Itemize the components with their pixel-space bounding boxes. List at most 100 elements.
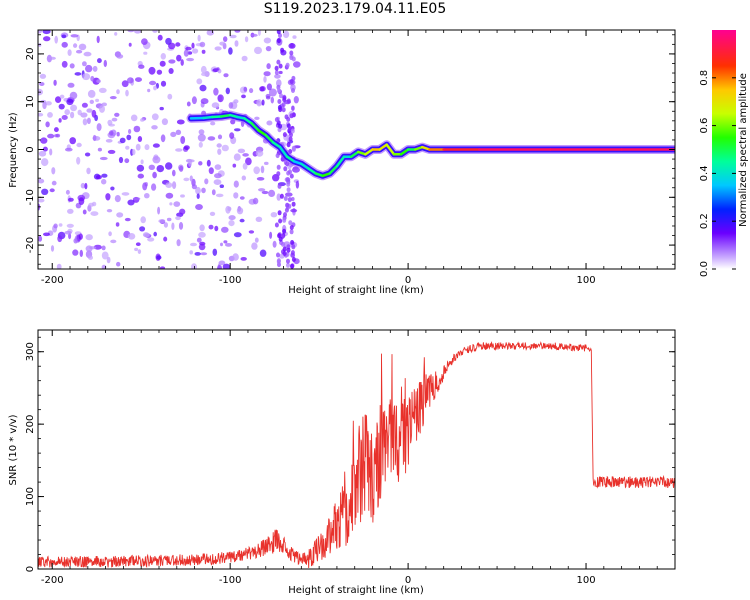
noise-blob	[38, 150, 47, 157]
noise-blob	[147, 88, 151, 93]
noise-column-blob	[291, 146, 296, 152]
noise-blob	[101, 264, 107, 269]
noise-blob	[99, 156, 108, 161]
noise-blob	[69, 137, 76, 145]
noise-column-blob	[288, 220, 293, 226]
noise-blob	[285, 192, 293, 197]
noise-blob	[158, 219, 166, 224]
figure-title: S119.2023.179.04.11.E05	[263, 1, 447, 17]
noise-blob	[185, 46, 192, 51]
noise-blob	[241, 94, 246, 99]
noise-blob	[261, 99, 265, 106]
noise-blob	[127, 199, 135, 206]
noise-blob	[82, 209, 87, 215]
noise-blob	[98, 87, 107, 93]
noise-blob	[114, 112, 120, 117]
colorbar-ticks: 0.0 0.2 0.4 0.6 0.8	[699, 70, 736, 277]
noise-column-blob	[276, 259, 281, 265]
noise-column-blob	[278, 107, 283, 113]
noise-blob	[56, 263, 62, 269]
noise-blob	[199, 224, 205, 232]
noise-column-blob	[279, 93, 283, 99]
noise-blob	[38, 30, 43, 34]
noise-blob	[269, 231, 273, 239]
noise-blob	[179, 208, 186, 215]
noise-blob	[194, 252, 201, 256]
noise-blob	[78, 43, 87, 51]
noise-blob	[64, 230, 72, 235]
noise-column-blob	[278, 33, 282, 38]
noise-blob	[45, 101, 52, 106]
noise-column-blob	[282, 217, 287, 223]
trace-segment	[211, 115, 223, 119]
snr-y-tick-label: 200	[25, 415, 36, 434]
noise-column-blob	[289, 229, 294, 235]
noise-blob	[73, 238, 78, 244]
snr-y-tick-label: 100	[25, 487, 36, 506]
noise-blob	[107, 119, 113, 126]
noise-blob	[169, 202, 173, 206]
noise-column-blob	[286, 187, 291, 193]
noise-blob	[223, 73, 229, 78]
noise-blob	[136, 164, 145, 172]
noise-blob	[97, 58, 102, 64]
noise-blob	[116, 131, 120, 137]
noise-blob	[69, 63, 75, 69]
noise-column-blob	[278, 123, 283, 129]
noise-blob	[135, 242, 141, 246]
noise-blob	[134, 247, 139, 252]
noise-blob	[142, 232, 150, 238]
noise-blob	[223, 240, 228, 244]
noise-blob	[168, 42, 176, 50]
noise-blob	[49, 56, 56, 60]
noise-blob	[217, 94, 224, 103]
noise-blob	[152, 30, 158, 33]
noise-blob	[140, 118, 145, 122]
noise-column-blob	[276, 88, 281, 94]
noise-blob	[114, 32, 118, 36]
noise-column-blob	[275, 153, 280, 159]
noise-blob	[70, 104, 78, 112]
noise-blob	[46, 54, 53, 63]
trace-segment	[243, 117, 253, 125]
noise-blob	[92, 65, 98, 72]
noise-blob	[78, 197, 85, 206]
noise-blob	[201, 72, 208, 77]
noise-blob	[223, 36, 228, 42]
snr-x-tick-label: 100	[576, 575, 595, 586]
noise-blob	[239, 196, 245, 200]
noise-blob	[80, 112, 88, 118]
noise-blob	[233, 153, 241, 161]
trace-segment	[421, 145, 431, 151]
noise-blob	[268, 88, 277, 97]
noise-blob	[180, 136, 186, 144]
noise-blob	[236, 207, 244, 215]
noise-blob	[191, 263, 197, 269]
noise-blob	[175, 129, 182, 135]
noise-column-blob	[288, 136, 293, 142]
noise-blob	[259, 249, 267, 257]
noise-blob	[47, 112, 53, 118]
noise-blob	[38, 112, 44, 117]
noise-blob	[39, 73, 47, 79]
snr-plot-area	[38, 341, 675, 569]
noise-blob	[67, 208, 74, 214]
noise-column-blob	[291, 88, 295, 93]
noise-blob	[212, 248, 218, 256]
noise-blob	[180, 59, 184, 66]
noise-column-blob	[287, 126, 292, 132]
noise-column-blob	[274, 222, 279, 228]
spectrogram-y-tick-label: -10	[25, 189, 36, 205]
noise-column-blob	[282, 132, 287, 138]
noise-blob	[199, 41, 206, 48]
noise-blob	[291, 197, 295, 201]
noise-blob	[198, 161, 203, 166]
noise-blob	[153, 231, 157, 237]
noise-blob	[195, 204, 203, 210]
noise-column-blob	[278, 236, 283, 242]
noise-blob	[233, 99, 239, 104]
noise-blob	[107, 149, 116, 154]
noise-blob	[85, 234, 93, 241]
noise-blob	[229, 132, 235, 140]
spectrogram-plot-area	[38, 30, 675, 269]
